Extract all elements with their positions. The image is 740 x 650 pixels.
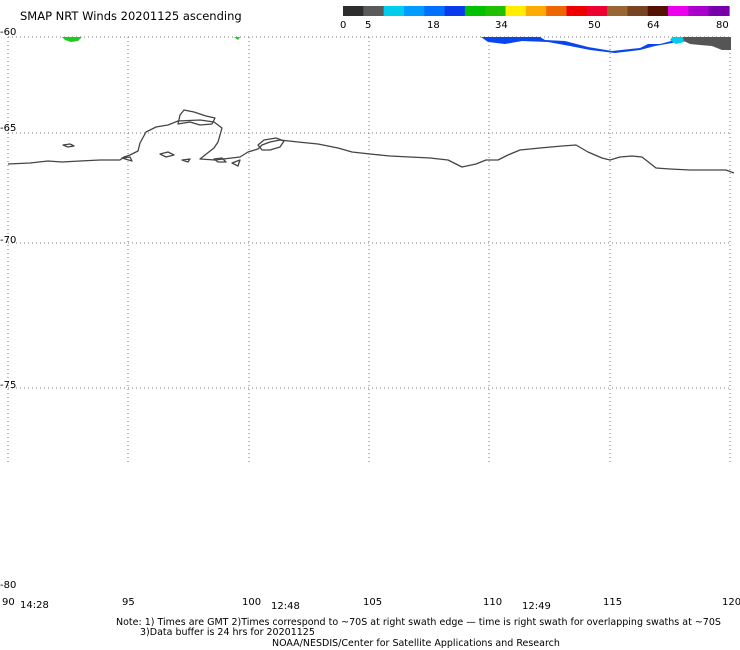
colorbar-segment [607, 6, 629, 16]
island-small-west [62, 143, 75, 148]
longitude-label: 110 [483, 597, 503, 608]
colorbar-segment [688, 6, 710, 16]
longitude-label: 115 [603, 597, 623, 608]
island-bay-3 [213, 157, 227, 163]
wind-swaths [62, 37, 731, 53]
wind-swath-green-left [62, 37, 82, 42]
latitude-label: -75 [0, 380, 17, 391]
longitude-label: 105 [363, 597, 383, 608]
colorbar-segment [403, 6, 425, 16]
colorbar-segment [444, 6, 466, 16]
time-label-3: 12:49 [522, 601, 551, 612]
colorbar-segment [464, 6, 486, 16]
island-north [177, 109, 216, 126]
colorbar-segment [708, 6, 730, 16]
colorbar-segment [586, 6, 608, 16]
colorbar-segment [668, 6, 689, 16]
longitude-label: 100 [242, 597, 262, 608]
wind-swath-gray [683, 37, 731, 50]
map-title: SMAP NRT Winds 20201125 ascending [20, 9, 242, 23]
colorbar-segment [647, 6, 669, 16]
colorbar-label: 34 [495, 20, 508, 31]
longitude-label: 90 [2, 597, 15, 608]
latitude-label: -80 [0, 580, 17, 591]
ice-shelf-inner [257, 137, 285, 151]
latitude-label: -70 [0, 235, 17, 246]
wind-swath-blue [481, 37, 683, 53]
island-bay-4 [231, 159, 241, 167]
colorbar-segment [525, 6, 547, 16]
colorbar-segment [485, 6, 507, 16]
colorbar-segment [383, 6, 405, 16]
time-label-2: 12:48 [271, 601, 300, 612]
colorbar-label: 5 [365, 20, 372, 31]
footer-credit: NOAA/NESDIS/Center for Satellite Applica… [272, 638, 560, 649]
colorbar-label: 80 [716, 20, 729, 31]
colorbar-segment [627, 6, 649, 16]
colorbar-segment [343, 6, 364, 16]
footer-note-line1: Note: 1) Times are GMT 2)Times correspon… [116, 617, 721, 628]
colorbar-label: 0 [340, 20, 347, 31]
footer-note-line2: 3)Data buffer is 24 hrs for 20201125 [140, 627, 315, 638]
wind-speed-colorbar [343, 6, 730, 16]
antarctic-coastline [7, 119, 735, 174]
colorbar-segment [363, 6, 385, 16]
lat-lon-grid [7, 36, 731, 465]
wind-swath-green-dot [234, 37, 240, 40]
colorbar-segment [424, 6, 446, 16]
colorbar-label: 50 [588, 20, 601, 31]
island-bay-5 [121, 156, 133, 162]
longitude-label: 120 [722, 597, 740, 608]
island-bay-1 [159, 151, 175, 158]
longitude-label: 95 [122, 597, 135, 608]
colorbar-segment [546, 6, 568, 16]
coastline [7, 109, 735, 174]
colorbar-label: 18 [427, 20, 440, 31]
colorbar-segment [505, 6, 527, 16]
latitude-label: -60 [0, 27, 17, 38]
time-label-1: 14:28 [20, 600, 49, 611]
island-bay-2 [181, 158, 191, 163]
latitude-label: -65 [0, 123, 17, 134]
colorbar-segment [566, 6, 588, 16]
colorbar-label: 64 [647, 20, 660, 31]
